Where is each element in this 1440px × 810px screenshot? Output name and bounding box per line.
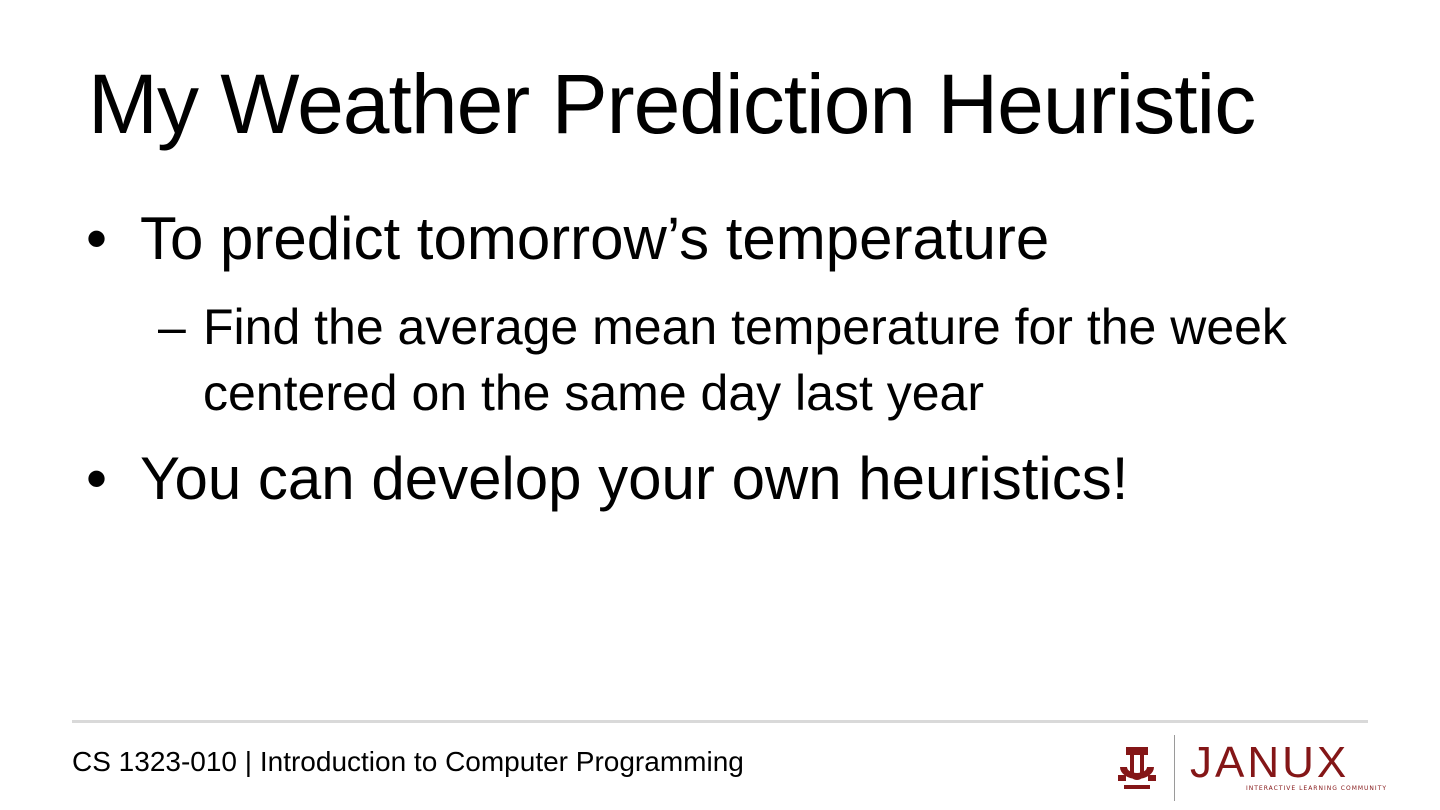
- sub-bullet-marker: –: [158, 299, 186, 355]
- course-label: CS 1323-010 | Introduction to Computer P…: [72, 746, 744, 777]
- sub-bullet-text: Find the average mean temperature for th…: [203, 299, 1287, 421]
- footer-divider: [72, 720, 1368, 723]
- janux-logo: JANUX INTERACTIVE LEARNING COMMUNITY: [1114, 733, 1386, 803]
- bullet-text: To predict tomorrow’s temperature: [140, 205, 1050, 272]
- logo-divider: [1174, 735, 1175, 801]
- janux-wordmark: JANUX: [1190, 738, 1350, 787]
- slide-title: My Weather Prediction Heuristic: [88, 57, 1256, 151]
- janux-tagline: INTERACTIVE LEARNING COMMUNITY: [1246, 785, 1388, 792]
- ou-monogram-icon: [1118, 747, 1156, 789]
- bullet-text: You can develop your own heuristics!: [140, 445, 1129, 512]
- bullet-marker: •: [86, 445, 108, 512]
- bullet-marker: •: [86, 205, 108, 272]
